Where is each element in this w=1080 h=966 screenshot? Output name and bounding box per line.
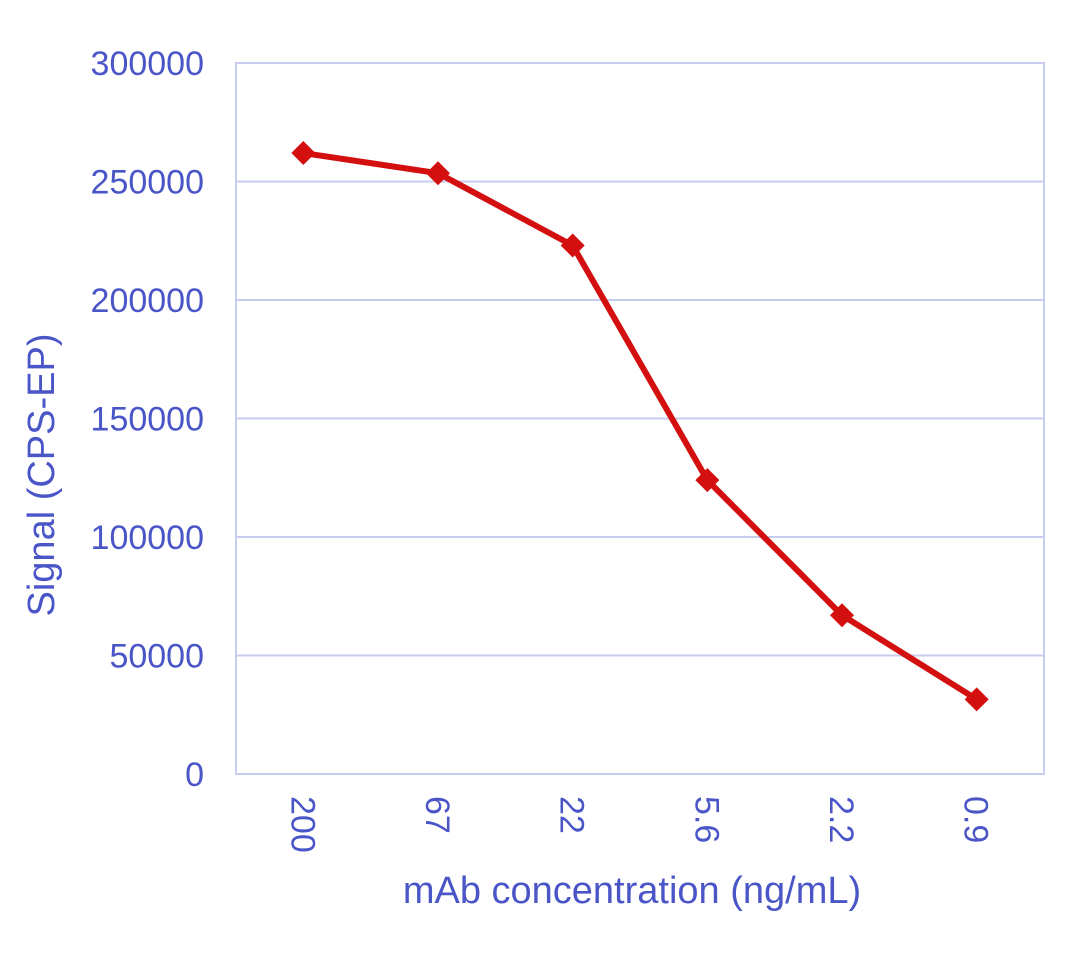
x-tick-label: 200 (283, 796, 321, 853)
x-tick-label: 5.6 (687, 796, 725, 843)
y-axis-title: Signal (CPS-EP) (21, 334, 63, 617)
data-point-marker (695, 468, 720, 493)
data-point-marker (830, 603, 854, 628)
x-axis-title: mAb concentration (ng/mL) (403, 870, 861, 912)
data-point-marker (426, 161, 450, 186)
x-tick-label: 0.9 (957, 796, 995, 843)
x-tick-label: 2.2 (822, 796, 860, 843)
data-point-marker (560, 233, 585, 258)
x-axis-ticks: 200 67 22 5.6 2.2 0.9 (283, 796, 994, 853)
data-point-marker (291, 141, 316, 166)
y-tick-label: 0 (185, 756, 204, 794)
y-tick-label: 300000 (91, 45, 204, 83)
series-signal (291, 141, 989, 712)
series-line (302, 150, 979, 702)
x-tick-label: 67 (418, 796, 456, 834)
data-point-marker (964, 687, 989, 712)
y-tick-label: 50000 (109, 638, 204, 676)
y-tick-label: 200000 (91, 282, 204, 320)
y-tick-label: 100000 (91, 519, 204, 557)
x-tick-label: 22 (553, 796, 591, 834)
y-axis-ticks: 0 50000 100000 150000 200000 250000 300000 (91, 45, 204, 794)
y-tick-label: 250000 (91, 164, 204, 202)
y-tick-label: 150000 (91, 401, 204, 439)
